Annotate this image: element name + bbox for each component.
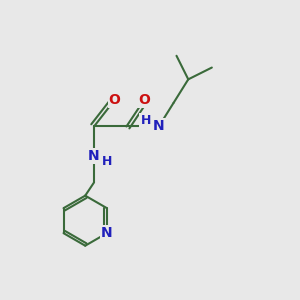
Text: N: N bbox=[101, 226, 113, 240]
Text: N: N bbox=[88, 149, 100, 163]
Text: H: H bbox=[102, 155, 112, 168]
Text: O: O bbox=[109, 93, 121, 107]
Text: H: H bbox=[140, 114, 151, 127]
Text: O: O bbox=[138, 93, 150, 107]
Text: N: N bbox=[153, 119, 165, 134]
